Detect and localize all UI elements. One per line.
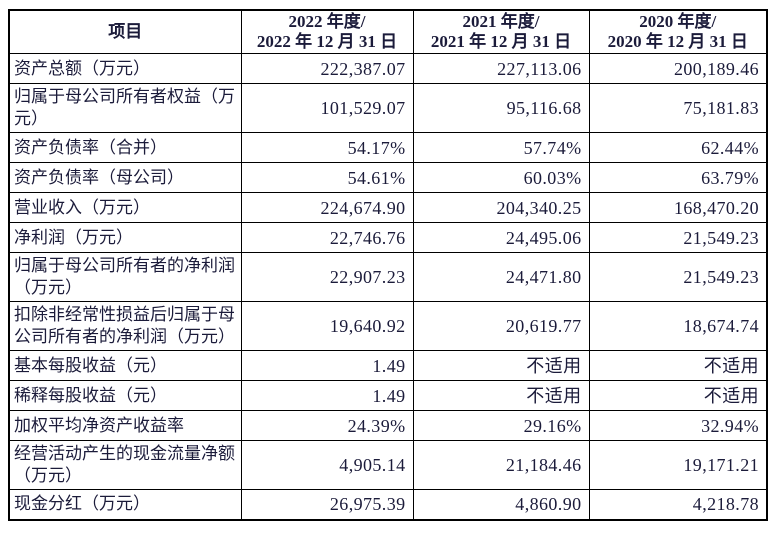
- header-2020-line2: 2020 年 12 月 31 日: [607, 32, 748, 51]
- table-row-diluted-eps: 稀释每股收益（元） 1.49 不适用 不适用: [8, 380, 768, 411]
- value-2020: 62.44%: [588, 132, 768, 163]
- value-2022: 224,674.90: [240, 192, 414, 223]
- value-2021: 24,471.80: [412, 252, 590, 302]
- table-row-parent-net-profit: 归属于母公司所有者的净利润（万元） 22,907.23 24,471.80 21…: [8, 252, 768, 302]
- value-2022: 19,640.92: [240, 301, 414, 351]
- header-2022-line2: 2022 年 12 月 31 日: [256, 32, 398, 51]
- value-2021: 4,860.90: [412, 489, 590, 520]
- row-label: 基本每股收益（元）: [8, 350, 242, 381]
- value-2022: 26,975.39: [240, 489, 414, 520]
- value-2021: 21,184.46: [412, 440, 590, 490]
- value-2021: 60.03%: [412, 162, 590, 193]
- value-2021: 95,116.68: [412, 83, 590, 133]
- row-label: 资产负债率（母公司）: [8, 162, 242, 193]
- financial-highlights-table: 项目 2022 年度/ 2022 年 12 月 31 日 2021 年度/ 20…: [8, 9, 768, 521]
- value-2021: 24,495.06: [412, 222, 590, 253]
- value-2022: 22,907.23: [240, 252, 414, 302]
- table-row-basic-eps: 基本每股收益（元） 1.49 不适用 不适用: [8, 350, 768, 381]
- value-2021: 57.74%: [412, 132, 590, 163]
- header-row: 项目 2022 年度/ 2022 年 12 月 31 日 2021 年度/ 20…: [8, 9, 768, 54]
- value-2022: 1.49: [240, 380, 414, 411]
- value-2022: 4,905.14: [240, 440, 414, 490]
- table-row-operating-cash-flow: 经营活动产生的现金流量净额（万元） 4,905.14 21,184.46 19,…: [8, 440, 768, 490]
- table-row-net-profit: 净利润（万元） 22,746.76 24,495.06 21,549.23: [8, 222, 768, 253]
- table-row-debt-ratio-parent: 资产负债率（母公司） 54.61% 60.03% 63.79%: [8, 162, 768, 193]
- row-label: 归属于母公司所有者权益（万元）: [8, 83, 242, 133]
- value-2022: 22,746.76: [240, 222, 414, 253]
- value-2022: 1.49: [240, 350, 414, 381]
- value-2021: 不适用: [412, 350, 590, 381]
- value-2022: 222,387.07: [240, 53, 414, 84]
- value-2022: 101,529.07: [240, 83, 414, 133]
- value-2020: 18,674.74: [588, 301, 768, 351]
- header-item-label: 项目: [108, 22, 143, 41]
- header-2021-line2: 2021 年 12 月 31 日: [430, 32, 572, 51]
- header-2021-line1: 2021 年度/: [462, 12, 540, 31]
- value-2020: 4,218.78: [588, 489, 768, 520]
- table-row-operating-revenue: 营业收入（万元） 224,674.90 204,340.25 168,470.2…: [8, 192, 768, 223]
- value-2020: 200,189.46: [588, 53, 768, 84]
- value-2022: 54.61%: [240, 162, 414, 193]
- row-label: 净利润（万元）: [8, 222, 242, 253]
- row-label: 归属于母公司所有者的净利润（万元）: [8, 252, 242, 302]
- value-2021: 不适用: [412, 380, 590, 411]
- header-cell-2022: 2022 年度/ 2022 年 12 月 31 日: [240, 9, 414, 54]
- row-label: 扣除非经常性损益后归属于母公司所有者的净利润（万元）: [8, 301, 242, 351]
- row-label: 资产负债率（合并）: [8, 132, 242, 163]
- row-label: 资产总额（万元）: [8, 53, 242, 84]
- value-2020: 75,181.83: [588, 83, 768, 133]
- table-row-debt-ratio-consolidated: 资产负债率（合并） 54.17% 57.74% 62.44%: [8, 132, 768, 163]
- table-row-cash-dividends: 现金分红（万元） 26,975.39 4,860.90 4,218.78: [8, 489, 768, 520]
- value-2020: 19,171.21: [588, 440, 768, 490]
- header-cell-item: 项目: [8, 9, 242, 54]
- value-2020: 不适用: [588, 380, 768, 411]
- value-2021: 20,619.77: [412, 301, 590, 351]
- value-2020: 21,549.23: [588, 222, 768, 253]
- header-cell-2020: 2020 年度/ 2020 年 12 月 31 日: [588, 9, 768, 54]
- header-2022-line1: 2022 年度/: [288, 12, 366, 31]
- table-row-total-assets: 资产总额（万元） 222,387.07 227,113.06 200,189.4…: [8, 53, 768, 84]
- value-2021: 204,340.25: [412, 192, 590, 223]
- value-2021: 227,113.06: [412, 53, 590, 84]
- value-2020: 63.79%: [588, 162, 768, 193]
- row-label: 现金分红（万元）: [8, 489, 242, 520]
- header-cell-2021: 2021 年度/ 2021 年 12 月 31 日: [412, 9, 590, 54]
- table-row-deducted-net-profit: 扣除非经常性损益后归属于母公司所有者的净利润（万元） 19,640.92 20,…: [8, 301, 768, 351]
- value-2022: 24.39%: [240, 410, 414, 441]
- value-2022: 54.17%: [240, 132, 414, 163]
- value-2020: 168,470.20: [588, 192, 768, 223]
- row-label: 稀释每股收益（元）: [8, 380, 242, 411]
- table-row-parent-equity: 归属于母公司所有者权益（万元） 101,529.07 95,116.68 75,…: [8, 83, 768, 133]
- value-2021: 29.16%: [412, 410, 590, 441]
- value-2020: 不适用: [588, 350, 768, 381]
- header-2020-line1: 2020 年度/: [639, 12, 717, 31]
- value-2020: 21,549.23: [588, 252, 768, 302]
- row-label: 加权平均净资产收益率: [8, 410, 242, 441]
- row-label: 经营活动产生的现金流量净额（万元）: [8, 440, 242, 490]
- table-row-weighted-roe: 加权平均净资产收益率 24.39% 29.16% 32.94%: [8, 410, 768, 441]
- row-label: 营业收入（万元）: [8, 192, 242, 223]
- value-2020: 32.94%: [588, 410, 768, 441]
